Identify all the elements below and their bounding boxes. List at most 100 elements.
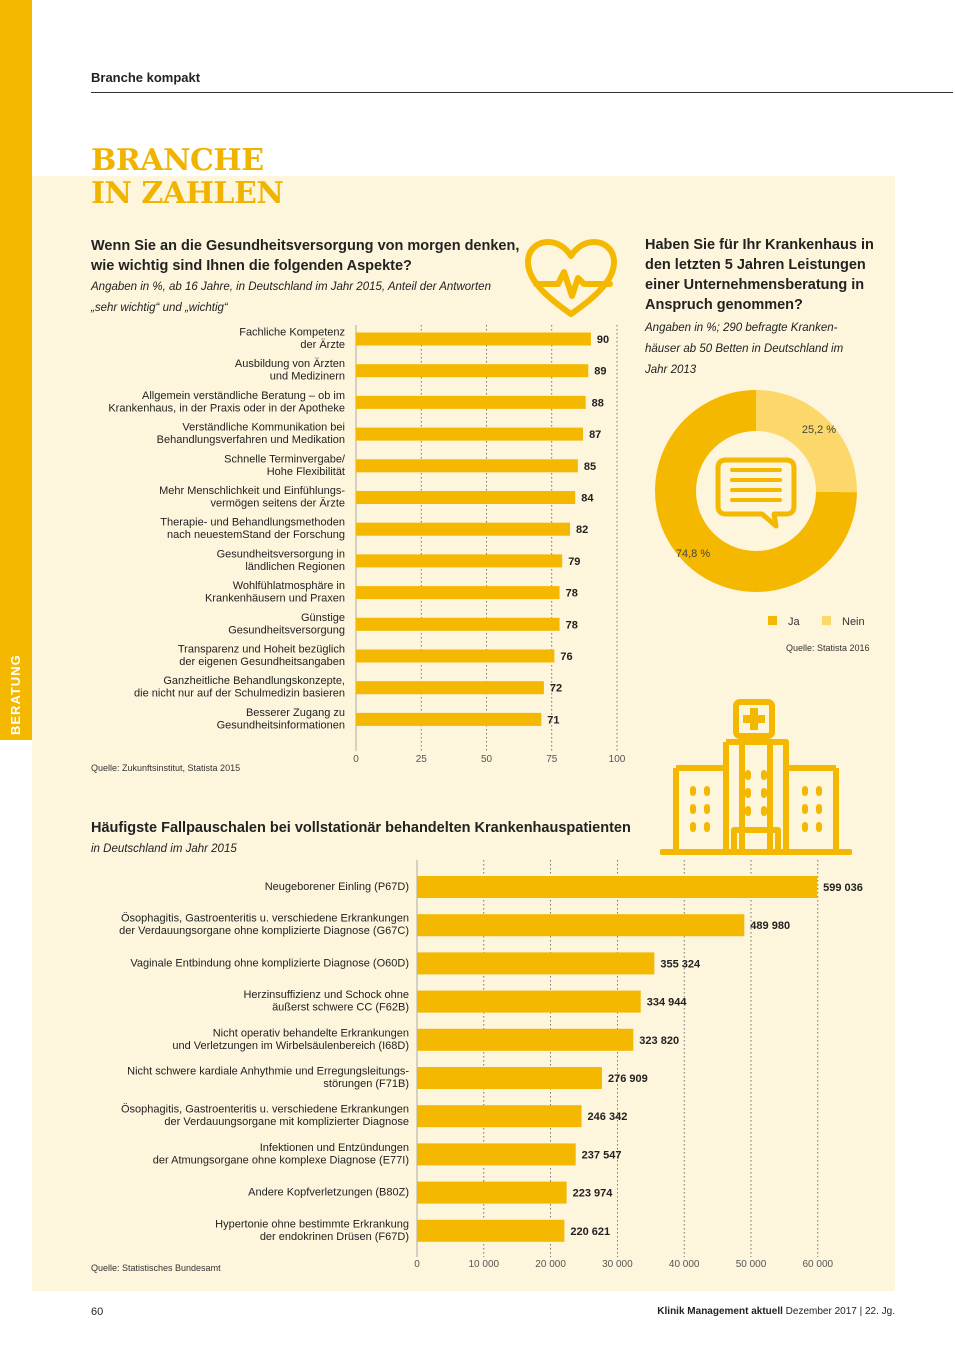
chart1-value-label: 85	[584, 461, 596, 473]
chart1-value-label: 78	[566, 588, 578, 600]
chart1-bar	[356, 586, 560, 600]
legend-swatch-ja	[768, 616, 777, 625]
chart2-subtitle-line1: Angaben in %; 290 befragte Kranken-	[645, 322, 838, 334]
chart3-tick-label: 30 000	[602, 1259, 633, 1268]
journal-name: Klinik Management aktuell	[657, 1306, 783, 1317]
chart3-source: Quelle: Statistisches Bundesamt	[91, 1263, 221, 1273]
chart3-tick-label: 60 000	[803, 1259, 834, 1268]
chart3-bar	[417, 952, 655, 975]
chart3-value-label: 334 944	[647, 997, 688, 1009]
chart1-subtitle: Angaben in %, ab 16 Jahre, in Deutschlan…	[91, 277, 491, 319]
chart1-category-label: Krankenhäusern und Praxen	[205, 593, 345, 605]
chart1-value-label: 72	[550, 683, 562, 695]
chart3-bar	[417, 914, 745, 937]
chart1-category-label: der eigenen Gesundheitsangaben	[179, 656, 345, 668]
page-title-line1: BRANCHE	[91, 143, 264, 178]
chart3-value-label: 220 621	[570, 1226, 610, 1238]
chart1-category-label: Ganzheitliche Behandlungskonzepte,	[163, 675, 345, 687]
donut-slice-nein	[756, 390, 857, 493]
chart1-category-label: Gesundheitsversorgung in	[217, 548, 345, 560]
header-divider	[91, 92, 953, 93]
chart1-category-label: Ausbildung von Ärzten	[235, 358, 345, 370]
chart3-category-label: Neugeborener Einling (P67D)	[265, 881, 409, 893]
chart3-category-label: störungen (F71B)	[323, 1078, 409, 1090]
chart1-value-label: 82	[576, 524, 588, 536]
chart3-value-label: 489 980	[750, 920, 790, 932]
chart1-bar	[356, 617, 560, 631]
page-title: BRANCHE IN ZAHLEN	[91, 143, 284, 211]
chart1-bar	[356, 491, 576, 504]
chart3-tick-label: 0	[414, 1259, 420, 1268]
chart1-category-label: Schnelle Terminvergabe/	[224, 453, 346, 465]
chart3-subtitle: in Deutschland im Jahr 2015	[91, 843, 237, 855]
chart1-category-label: Allgemein verständliche Beratung – ob im	[142, 390, 345, 402]
chart3-bar	[417, 1181, 567, 1204]
chart1-category-label: Gesundheitsversorgung	[228, 624, 345, 636]
chart2-title: Haben Sie für Ihr Krankenhaus in den let…	[645, 235, 874, 315]
chart3-category-label: Hypertonie ohne bestimmte Erkrankung	[215, 1218, 409, 1230]
chart3-bar	[417, 1143, 576, 1166]
chart1-bar	[356, 395, 586, 409]
running-header: Branche kompakt	[91, 70, 201, 85]
chart1-title: Wenn Sie an die Gesundheitsversorgung vo…	[91, 236, 519, 276]
chart3-category-label: Infektionen und Entzündungen	[260, 1142, 409, 1154]
chart1-value-label: 90	[597, 334, 609, 346]
chart2-consulting-donut: 25,2 % 74,8 % Ja Nein	[655, 390, 865, 628]
chart1-value-label: 78	[566, 619, 578, 631]
chart1-bar	[356, 681, 544, 695]
chart3-title: Häufigste Fallpauschalen bei vollstation…	[91, 820, 631, 836]
chart2-source: Quelle: Statista 2016	[786, 643, 870, 653]
chart3-category-label: und Verletzungen im Wirbelsäulenbereich …	[172, 1040, 409, 1052]
chart1-bar	[356, 522, 571, 536]
chart1-category-label: der Ärzte	[300, 339, 345, 351]
chart1-category-label: vermögen seitens der Ärzte	[210, 498, 345, 510]
journal-issue: Dezember 2017 | 22. Jg.	[785, 1306, 895, 1317]
chart1-category-label: und Medizinern	[270, 371, 345, 383]
chart1-value-label: 89	[594, 366, 606, 378]
page-title-line2: IN ZAHLEN	[91, 176, 284, 211]
chart1-category-label: nach neuestemStand der Forschung	[167, 529, 345, 541]
chart3-tick-label: 40 000	[669, 1259, 700, 1268]
chart1-value-label: 84	[581, 493, 594, 505]
chart3-value-label: 237 547	[582, 1149, 622, 1161]
chart3-category-label: der Verdauungsorgane mit komplizierter D…	[164, 1116, 409, 1128]
chart3-category-label: Nicht schwere kardiale Anhythmie und Err…	[127, 1066, 409, 1078]
chart1-value-label: 87	[589, 429, 601, 441]
chart3-category-label: der endokrinen Drüsen (F67D)	[260, 1231, 409, 1243]
chart1-value-label: 79	[568, 556, 580, 568]
legend-label-ja: Ja	[788, 616, 801, 628]
chart3-value-label: 246 342	[588, 1111, 628, 1123]
section-sidebar	[0, 0, 32, 740]
chart1-tick-label: 0	[353, 754, 359, 765]
chart1-category-label: Gesundheitsinformationen	[217, 719, 345, 731]
chart2-title-line3: einer Unternehmensberatung in	[645, 277, 865, 293]
page-number: 60	[91, 1306, 104, 1318]
chart3-value-label: 323 820	[639, 1035, 679, 1047]
chart2-subtitle: Angaben in %; 290 befragte Kranken- häus…	[645, 318, 843, 381]
chart3-value-label: 355 324	[660, 958, 701, 970]
chart2-title-line2: den letzten 5 Jahren Leistungen	[645, 257, 866, 273]
heart-pulse-icon	[525, 239, 617, 317]
chart1-category-label: Besserer Zugang zu	[246, 707, 345, 719]
chart3-value-label: 223 974	[573, 1188, 614, 1200]
chart1-bar	[356, 427, 584, 441]
chart2-subtitle-line3: Jahr 2013	[645, 364, 697, 376]
chart1-subtitle-line1: Angaben in %, ab 16 Jahre, in Deutschlan…	[91, 281, 491, 293]
chart1-tick-label: 25	[416, 754, 428, 765]
chart3-tick-label: 20 000	[535, 1259, 566, 1268]
chart1-category-label: Hohe Flexibilität	[267, 466, 345, 478]
chat-bubble-outline	[715, 457, 797, 529]
chart3-category-label: Vaginale Entbindung ohne komplizierte Di…	[130, 957, 409, 969]
chart1-category-label: ländlichen Regionen	[245, 561, 345, 573]
chart3-category-label: der Verdauungsorgane ohne komplizierte D…	[119, 925, 409, 937]
chat-bubble-icon	[715, 457, 797, 529]
chart1-category-label: Krankenhaus, in der Praxis oder in der A…	[108, 402, 345, 414]
chart1-tick-label: 75	[546, 754, 558, 765]
chart2-subtitle-line2: häuser ab 50 Betten in Deutschland im	[645, 343, 844, 355]
chart1-bar	[356, 649, 555, 663]
chart3-category-label: Ösophagitis, Gastroenteritis u. verschie…	[121, 913, 409, 925]
legend-swatch-nein	[822, 616, 831, 625]
chart3-category-label: der Atmungsorgane ohne komplexe Diagnose…	[153, 1154, 409, 1166]
chart1-value-label: 71	[547, 714, 559, 726]
